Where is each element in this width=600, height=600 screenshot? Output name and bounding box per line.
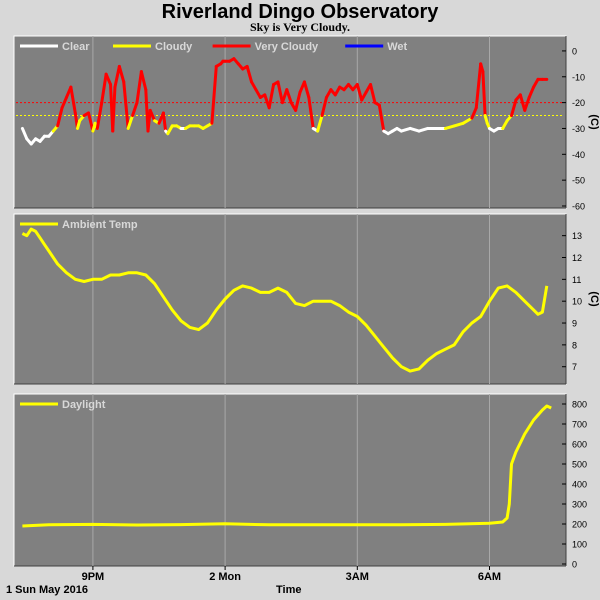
sky-temp-segment (316, 114, 324, 133)
sky-temp-segment (87, 111, 95, 133)
y-tick-label: 8 (572, 340, 577, 350)
sky-temp-segment (131, 101, 139, 118)
y-tick-label: -50 (572, 176, 585, 186)
sky-temp-segment (527, 85, 536, 99)
y-tick-label: 0 (572, 46, 577, 56)
x-tick-label: 3AM (346, 571, 369, 583)
y-axis-label: (C) (588, 291, 600, 307)
sky-temp-segment (307, 95, 315, 130)
y-tick-label: 500 (572, 460, 587, 470)
x-tick-label: 2 Mon (209, 571, 241, 583)
y-tick-label: 600 (572, 440, 587, 450)
sky-temp-segment (60, 95, 68, 110)
sky-temp-segment (111, 85, 117, 133)
sky-temp-segment (245, 64, 254, 84)
series-line-daylight (22, 404, 552, 528)
sky-temp-segment (523, 95, 531, 112)
date-label: 1 Sun May 2016 (6, 584, 88, 596)
y-tick-label: 800 (572, 400, 587, 410)
sky-temp-segment (294, 90, 302, 112)
sky-temp-segment (452, 121, 465, 128)
sky-temp-segment (518, 93, 527, 112)
sky-temp-segment (510, 98, 518, 118)
panel-1 (13, 213, 567, 385)
sky-temp-segment (276, 80, 284, 105)
sky-temp-segment (113, 64, 121, 89)
y-tick-label: 200 (572, 520, 587, 530)
sky-temp-segment (302, 80, 311, 99)
legend-label: Daylight (62, 399, 106, 411)
y-tick-label: 700 (572, 420, 587, 430)
sky-temp-segment (377, 103, 386, 133)
sky-temp-segment (369, 83, 377, 105)
y-tick-label: 10 (572, 297, 582, 307)
panel-2 (13, 393, 567, 567)
y-tick-label: 0 (572, 560, 577, 570)
y-tick-label: 100 (572, 540, 587, 550)
chart-title: Riverland Dingo Observatory (161, 1, 439, 23)
legend-label: Very Cloudy (255, 41, 319, 53)
sky-temp-segment (399, 126, 412, 133)
sky-temp-segment (161, 111, 168, 133)
y-tick-label: 300 (572, 500, 587, 510)
sky-temp-segment (146, 108, 152, 133)
legend-label: Cloudy (155, 41, 193, 53)
sky-temp-segment (267, 83, 276, 110)
series-line-ambient-temp (21, 227, 549, 373)
sky-temp-segment (126, 114, 135, 130)
sky-temp-segment (104, 72, 113, 87)
legend-label: Clear (62, 41, 90, 53)
x-tick-label: 9PM (82, 571, 105, 583)
y-tick-label: 13 (572, 231, 582, 241)
y-tick-label: -60 (572, 202, 585, 212)
sky-temp-segment (100, 72, 108, 105)
sky-status-subtitle: Sky is Very Cloudy. (249, 20, 351, 34)
y-tick-label: 12 (572, 253, 582, 263)
sky-temp-segment (417, 126, 430, 133)
sky-temp-segment (148, 108, 157, 123)
sky-temp-segment (443, 124, 456, 130)
sky-temp-segment (95, 101, 104, 130)
legend-label: Wet (387, 41, 407, 53)
y-tick-label: -20 (572, 98, 585, 108)
y-tick-label: -10 (572, 72, 585, 82)
sky-temp-segment (474, 62, 483, 110)
panel-0 (13, 35, 567, 209)
sky-temp-segment (117, 64, 126, 84)
y-axis-label: (C) (588, 114, 600, 130)
sky-temp-segment (481, 70, 487, 118)
sky-temp-segment (285, 88, 293, 105)
y-tick-label: 400 (572, 480, 587, 490)
sky-temp-segment (135, 70, 143, 105)
sky-temp-segment (69, 85, 77, 115)
y-tick-label: -40 (572, 150, 585, 160)
sky-temp-segment (210, 64, 218, 125)
y-tick-label: 7 (572, 362, 577, 372)
sky-temp-segment (139, 70, 148, 92)
legend-label: Ambient Temp (62, 219, 138, 231)
x-tick-label: 6AM (478, 571, 501, 583)
sky-temp-segment (20, 126, 29, 141)
sky-temp-segment (355, 83, 364, 102)
y-tick-label: -30 (572, 124, 585, 134)
sky-temp-segment (56, 106, 64, 128)
sky-temp-segment (461, 116, 474, 125)
y-tick-label: 11 (572, 275, 581, 285)
x-axis-label: Time (276, 584, 302, 596)
y-tick-label: 9 (572, 319, 577, 329)
sky-temp-segment (470, 106, 478, 120)
sky-temp-segment (408, 126, 421, 133)
sky-temp-segment (320, 95, 328, 118)
sky-temp-segment (122, 80, 130, 130)
